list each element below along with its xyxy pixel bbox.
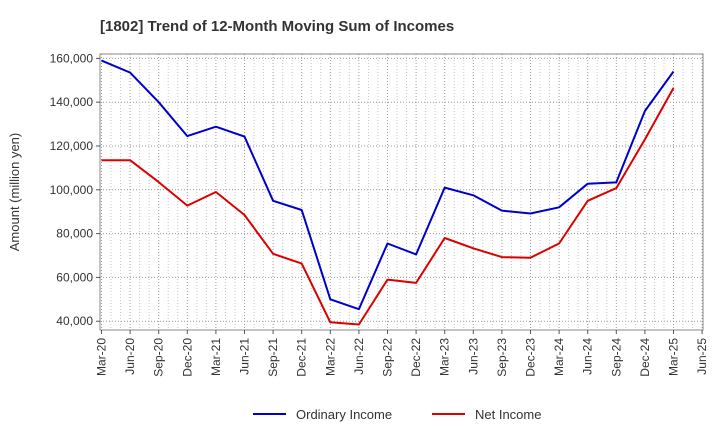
x-tick-label: Mar-24: [552, 338, 566, 376]
x-tick-label: Mar-20: [95, 338, 109, 376]
y-tick-label: 40,000: [56, 314, 93, 328]
y-tick-label: 140,000: [50, 95, 94, 109]
x-tick-label: Jun-24: [581, 338, 595, 375]
x-tick-label: Jun-23: [466, 338, 480, 375]
plot-area: [99, 53, 704, 331]
x-tick-label: Dec-24: [638, 338, 652, 377]
x-tick-label: Dec-20: [180, 338, 194, 377]
y-tick-label: 160,000: [50, 51, 94, 65]
x-tick-label: Jun-22: [352, 338, 366, 375]
y-tick-label: 80,000: [56, 227, 93, 241]
x-axis: Mar-20 Jun-20 Sep-20 Dec-20 Mar-21 Jun-21 Sep-…: [95, 330, 709, 377]
x-tick-label: Jun-21: [238, 338, 252, 375]
x-tick-label: Mar-23: [438, 338, 452, 376]
y-tick-label: 100,000: [50, 183, 94, 197]
y-tick-label: 60,000: [56, 270, 93, 284]
legend-label-1: Net Income: [475, 407, 541, 422]
x-tick-label: Mar-25: [667, 338, 681, 376]
x-tick-label: Sep-21: [266, 338, 280, 377]
x-tick-label: Sep-22: [381, 338, 395, 377]
legend: Ordinary Income Net Income: [253, 407, 541, 422]
x-tick-label: Mar-22: [323, 338, 337, 376]
x-tick-label: Mar-21: [209, 338, 223, 376]
series: [101, 59, 675, 326]
x-tick-label: Jun-20: [123, 338, 137, 375]
x-tick-label: Sep-24: [609, 338, 623, 377]
legend-label-0: Ordinary Income: [296, 407, 392, 422]
x-tick-label: Dec-23: [524, 338, 538, 377]
grid: [100, 54, 703, 330]
x-tick-label: Dec-21: [295, 338, 309, 377]
y-axis-label: Amount (million yen): [7, 133, 22, 252]
x-tick-label: Sep-20: [152, 338, 166, 377]
x-tick-label: Sep-23: [495, 338, 509, 377]
x-tick-label: Jun-25: [695, 338, 709, 375]
y-tick-label: 120,000: [50, 139, 94, 153]
chart-title: [1802] Trend of 12-Month Moving Sum of I…: [100, 18, 454, 35]
series-line-ordinary-income: [101, 59, 675, 311]
y-axis: 40,000 60,000 80,000 100,000 120,000 140,000 1…: [50, 51, 100, 328]
x-tick-label: Dec-22: [409, 338, 423, 377]
